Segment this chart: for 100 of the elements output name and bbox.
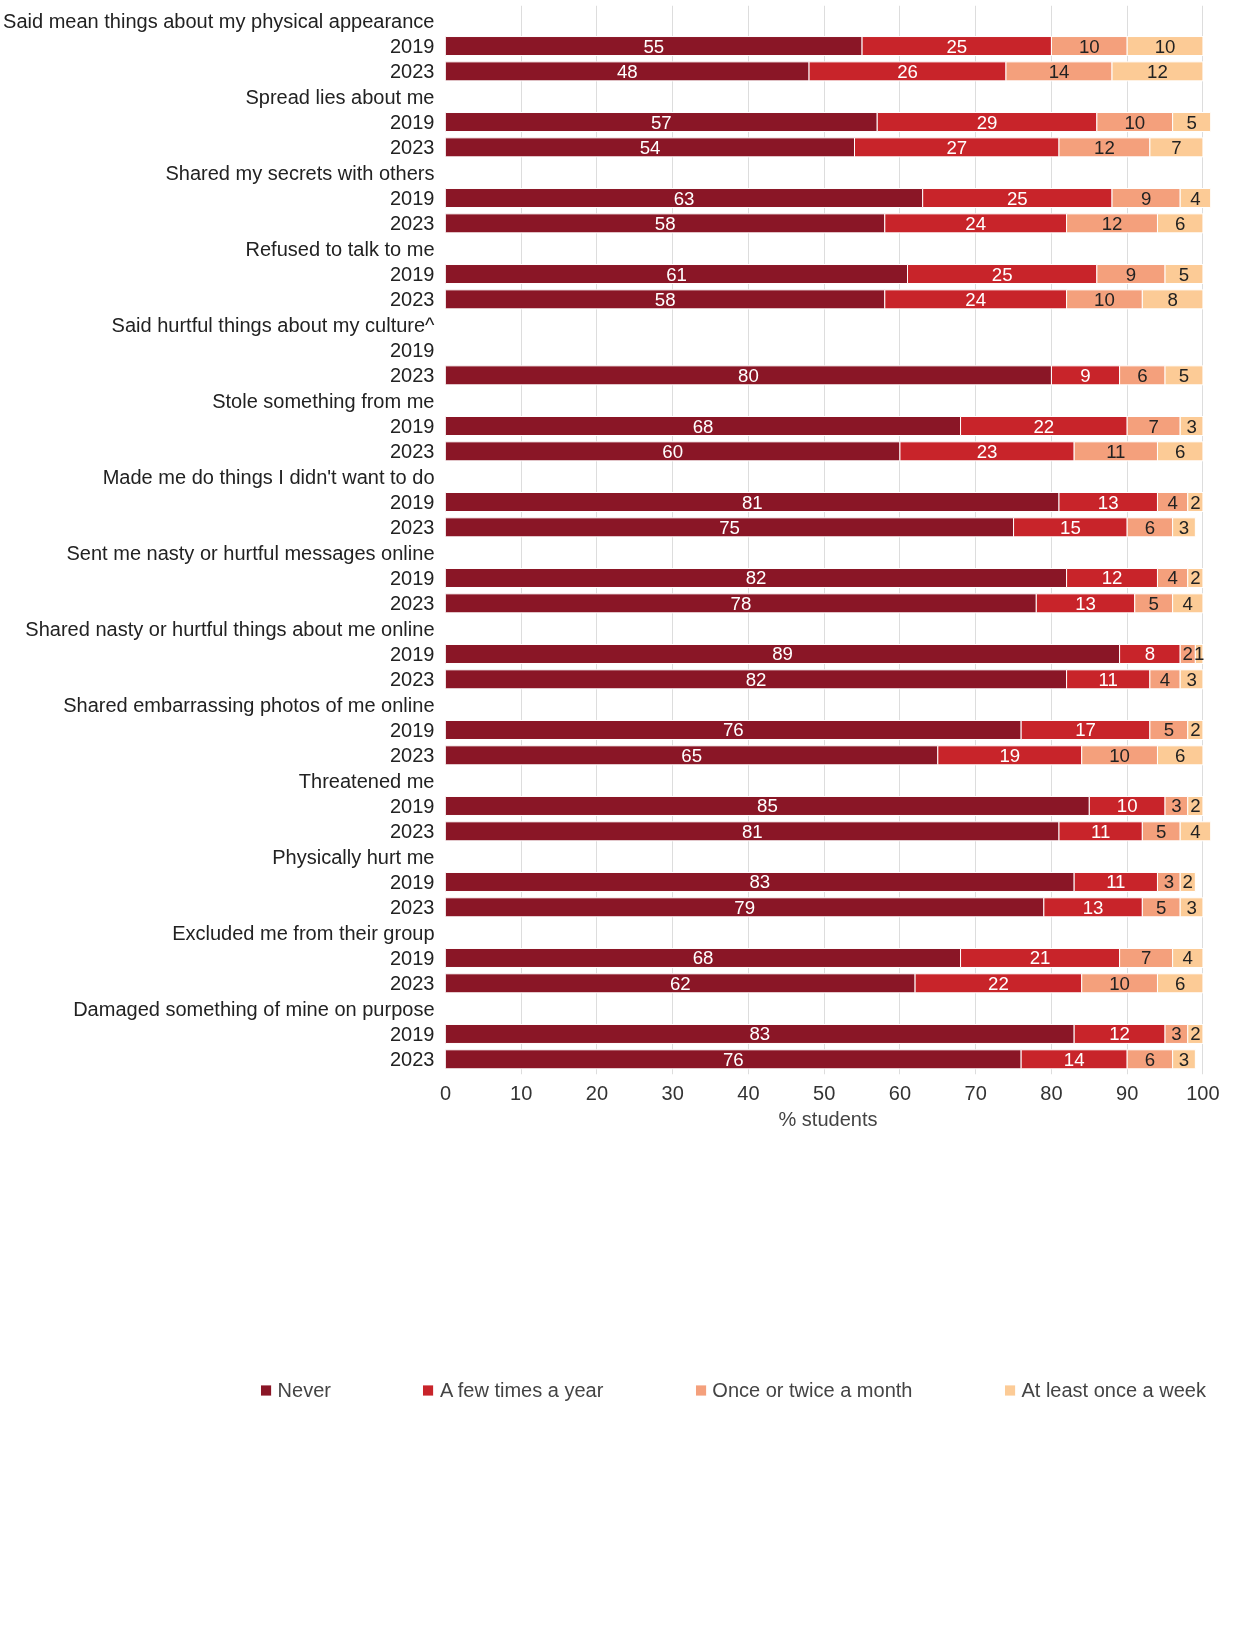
- data-label: 9: [1140, 187, 1152, 209]
- y-tick-label: 2023: [390, 136, 435, 159]
- data-label: 62: [669, 972, 691, 994]
- data-label: 58: [654, 288, 676, 310]
- x-tick-label: 100: [1186, 1081, 1220, 1104]
- data-label: 5: [1163, 719, 1175, 741]
- x-tick-label: 20: [585, 1081, 609, 1104]
- y-tick-label: 2019: [390, 718, 435, 741]
- data-label: 10: [1154, 35, 1176, 57]
- y-tick-label: 2023: [390, 668, 435, 691]
- y-tick-label: 2023: [390, 364, 435, 387]
- data-label: 5: [1186, 111, 1197, 133]
- y-tick-label: Physically hurt me: [272, 845, 435, 868]
- y-tick-label: 2019: [390, 642, 435, 665]
- data-label: 13: [1082, 896, 1104, 918]
- data-label: 3: [1178, 516, 1190, 538]
- data-label: 8: [1167, 288, 1178, 310]
- data-label: 78: [730, 592, 752, 614]
- data-label: 80: [738, 364, 759, 386]
- y-tick-label: Sent me nasty or hurtful messages online: [66, 541, 435, 564]
- legend-label: Once or twice a month: [712, 1378, 913, 1402]
- data-label: 81: [741, 491, 763, 513]
- data-label: 83: [749, 871, 771, 893]
- x-tick-label: 30: [661, 1081, 684, 1104]
- x-tick-label: 10: [510, 1081, 533, 1104]
- y-tick-label: 2023: [390, 60, 435, 83]
- data-label: 6: [1144, 516, 1156, 538]
- legend-label: Never: [277, 1378, 331, 1402]
- data-label: 19: [999, 744, 1021, 766]
- legend-label: At least once a week: [1021, 1378, 1206, 1402]
- data-label: 4: [1167, 567, 1178, 589]
- data-label: 10: [1094, 288, 1115, 310]
- y-tick-label: Threatened me: [298, 769, 435, 792]
- data-label: 8: [1144, 643, 1156, 665]
- data-label: 79: [734, 896, 756, 918]
- data-label: 81: [741, 820, 763, 842]
- data-label: 76: [722, 719, 744, 741]
- data-label: 22: [1033, 415, 1055, 437]
- data-label: 6: [1175, 744, 1186, 766]
- y-tick-label: 2023: [390, 592, 435, 615]
- data-label: 11: [1098, 668, 1118, 690]
- y-tick-label: 2023: [390, 212, 435, 235]
- y-tick-label: 2023: [390, 744, 435, 767]
- data-label: 10: [1109, 972, 1130, 994]
- y-tick-label: 2023: [390, 1048, 435, 1071]
- y-tick-label: 2019: [390, 567, 435, 589]
- data-label: 2: [1190, 795, 1201, 817]
- data-label: 6: [1175, 440, 1186, 462]
- data-label: 22: [988, 972, 1009, 994]
- data-label: 13: [1097, 491, 1119, 513]
- data-label: 9: [1125, 263, 1137, 285]
- data-label: 5: [1178, 364, 1190, 386]
- data-label: 24: [965, 212, 987, 234]
- y-tick-label: Said mean things about my physical appearance: [3, 9, 435, 32]
- y-tick-label: 2019: [390, 946, 435, 969]
- data-label: 11: [1106, 871, 1126, 893]
- data-label: 75: [719, 516, 740, 538]
- x-tick-label: 60: [888, 1081, 912, 1104]
- data-label: 7: [1171, 136, 1182, 158]
- data-label: 2: [1190, 1023, 1201, 1045]
- y-tick-label: 2019: [390, 415, 435, 438]
- data-label: 68: [692, 415, 714, 437]
- data-label: 12: [1101, 567, 1123, 589]
- data-label: 58: [654, 212, 676, 234]
- data-label: 2: [1182, 871, 1193, 893]
- data-label: 10: [1116, 795, 1138, 817]
- data-label: 4: [1167, 491, 1178, 513]
- data-label: 5: [1178, 263, 1190, 285]
- data-label: 3: [1186, 415, 1197, 437]
- data-label: 3: [1186, 896, 1197, 918]
- data-label: 3: [1171, 795, 1182, 817]
- y-tick-label: 2023: [390, 896, 435, 919]
- data-label: 12: [1109, 1023, 1130, 1045]
- data-label: 17: [1075, 719, 1096, 741]
- data-label: 10: [1078, 35, 1100, 57]
- data-label: 5: [1156, 820, 1167, 842]
- data-label: 3: [1178, 1048, 1190, 1070]
- x-tick-label: 80: [1040, 1081, 1063, 1104]
- data-label: 55: [643, 35, 665, 57]
- data-label: 10: [1109, 744, 1130, 766]
- data-label: 9: [1080, 364, 1091, 386]
- data-label: 63: [673, 187, 695, 209]
- y-tick-label: Spread lies about me: [245, 85, 435, 108]
- data-label: 27: [946, 136, 968, 158]
- data-label: 6: [1144, 1048, 1156, 1070]
- x-tick-label: 0: [439, 1081, 452, 1104]
- data-label: 2: [1190, 567, 1201, 589]
- data-label: 12: [1147, 60, 1168, 82]
- data-label: 26: [897, 60, 918, 82]
- y-tick-label: 2023: [390, 516, 435, 539]
- data-label: 3: [1186, 668, 1197, 690]
- data-label: 21: [1029, 947, 1051, 969]
- data-label: 5: [1148, 592, 1159, 614]
- y-tick-label: 2019: [390, 263, 435, 286]
- data-label: 48: [616, 60, 638, 82]
- y-tick-label: 2019: [390, 35, 435, 58]
- data-label: 11: [1090, 820, 1111, 842]
- y-tick-label: Shared nasty or hurtful things about me online: [25, 617, 435, 640]
- y-tick-label: 2019: [390, 794, 435, 817]
- data-label: 68: [692, 947, 714, 969]
